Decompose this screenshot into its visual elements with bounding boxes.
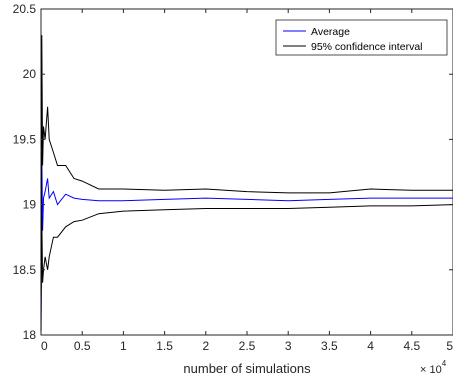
x-tick-label: 4.5: [403, 339, 420, 353]
x-tick-label: 3: [285, 339, 292, 353]
x-tick-label: 0: [41, 339, 48, 353]
series-average-line: [40, 152, 453, 323]
x-multiplier-exponent: 4: [442, 359, 447, 368]
y-tick-label: 18: [23, 328, 37, 342]
legend-box: [275, 19, 448, 56]
x-tick-label: 3.5: [321, 339, 338, 353]
series-ci-lower-line: [40, 204, 453, 336]
x-multiplier: × 104: [420, 359, 447, 376]
y-tick-label: 19: [23, 198, 37, 212]
y-tick-label: 19.5: [13, 132, 37, 146]
legend-label-average: Average: [311, 26, 350, 38]
y-tick-label: 20.5: [13, 2, 37, 16]
y-tick-label: 18.5: [13, 263, 37, 277]
x-tick-label: 1.5: [156, 339, 173, 353]
ticks-layer: 0 0.5 1 1.5 2 2.5 3 3.5 4 4.5 5 18 18.5 19 19.5 20 20.5: [13, 2, 453, 353]
plot-area: [40, 8, 453, 336]
x-tick-label: 4: [367, 339, 374, 353]
y-tick-label: 20: [23, 67, 37, 81]
x-tick-label: 1: [120, 339, 127, 353]
x-tick-label: 5: [446, 339, 453, 353]
legend-label-ci: 95% confidence interval: [311, 41, 423, 53]
x-tick-label: 0.5: [74, 339, 91, 353]
legend: Average 95% confidence interval: [275, 19, 448, 56]
x-tick-label: 2.5: [239, 339, 256, 353]
x-multiplier-base: × 10: [420, 364, 442, 376]
series-ci-upper-line: [40, 35, 453, 296]
x-tick-label: 2: [202, 339, 209, 353]
x-axis-label: number of simulations: [183, 361, 311, 376]
series-layer: [40, 35, 453, 336]
